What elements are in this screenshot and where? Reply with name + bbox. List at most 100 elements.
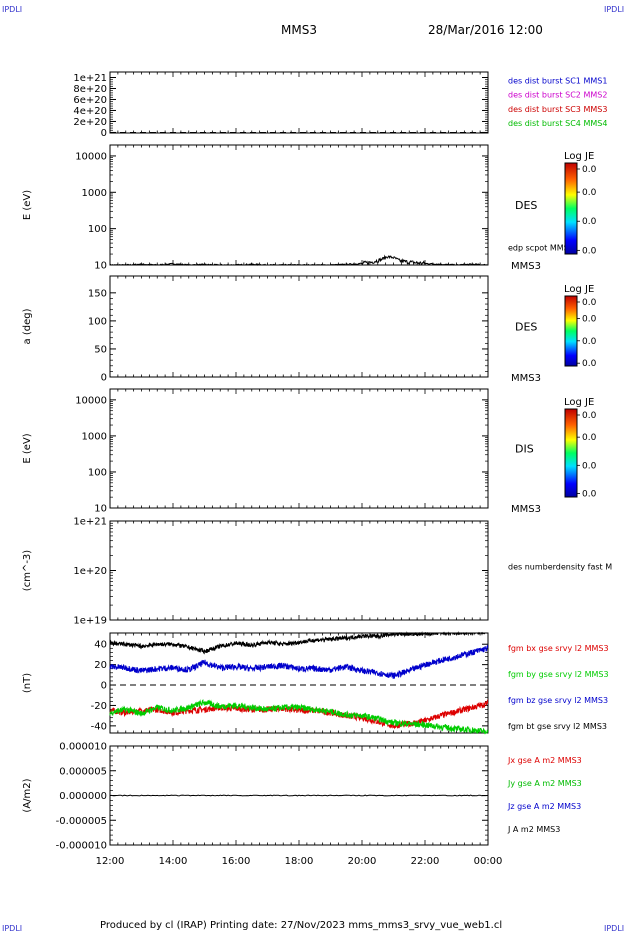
y-tick-label: 0 (101, 373, 107, 384)
species-label: DES (515, 199, 537, 212)
x-tick-label: 20:00 (348, 856, 377, 867)
legend-entry: des dist burst SC4 MMS4 (508, 119, 607, 128)
y-tick-label: 6e+20 (73, 95, 107, 106)
y-axis-label: E (eV) (22, 190, 33, 220)
colorbar-tick-label: 0.0 (582, 337, 597, 347)
colorbar-tick-label: 0.0 (582, 188, 597, 198)
x-tick-label: 16:00 (222, 856, 251, 867)
corner-mark-top-right: IPDLI (604, 5, 624, 14)
colorbar-title: Log JE (564, 151, 594, 162)
corner-mark-bottom-left: IPDLI (2, 924, 22, 933)
corner-mark-bottom-right: IPDLI (604, 924, 624, 933)
colorbar-tick-label: 0.0 (582, 314, 597, 324)
colorbar-title: Log JE (564, 397, 594, 408)
y-tick-label: 0.000010 (59, 742, 107, 753)
series-legend: fgm bt gse srvy l2 MMS3 (508, 722, 607, 731)
y-tick-label: 1e+21 (73, 517, 107, 528)
mission-label: MMS3 (511, 373, 541, 384)
y-tick-label: 100 (88, 224, 107, 235)
colorbar (564, 295, 578, 367)
y-tick-label: 1e+19 (73, 616, 107, 627)
y-tick-label: 8e+20 (73, 84, 107, 95)
series-legend: fgm bz gse srvy l2 MMS3 (508, 696, 608, 705)
panel-fgm: -40 -20 0 20 40 (nT) fgm bx gse srvy l2 MMS3 fg… (22, 631, 609, 735)
y-tick-label: 4e+20 (73, 106, 107, 117)
y-tick-label: 150 (88, 288, 107, 299)
y-tick-label: 40 (94, 640, 107, 651)
panel-current: -0.000010 -0.000005 0.000000 0.000005 0.0000… (22, 742, 582, 852)
panel-dis_energy: 10 100 1000 10000 E (eV) DIS MMS3 Log JE 0.0 0.0 0… (22, 388, 597, 515)
scpot-trace (109, 254, 488, 266)
colorbar-tick-label: 0.0 (582, 411, 597, 421)
legend-entry: des dist burst SC3 MMS3 (508, 105, 607, 114)
legend-entry: Jy gse A m2 MMS3 (507, 779, 582, 788)
y-tick-label: 1000 (82, 188, 107, 199)
series-1-line (109, 699, 489, 735)
y-tick-label: 20 (94, 660, 107, 671)
y-tick-label: 1e+20 (73, 566, 107, 577)
series-legend: fgm by gse srvy l2 MMS3 (508, 670, 609, 679)
legend-entry: Jx gse A m2 MMS3 (507, 756, 582, 765)
legend-entry: des numberdensity fast M (508, 563, 612, 572)
species-label: DIS (515, 443, 534, 456)
y-tick-label: -20 (91, 701, 107, 712)
overlay-label: edp scpot MMS3 (508, 244, 574, 253)
legend-entry: J A m2 MMS3 (507, 825, 560, 834)
colorbar-tick-label: 0.0 (582, 298, 597, 308)
mission-label: MMS3 (511, 261, 541, 272)
colorbar-tick-label: 0.0 (582, 489, 597, 499)
y-tick-label: -0.000010 (56, 841, 107, 852)
current-trace (109, 794, 487, 797)
y-tick-label: 10000 (75, 395, 107, 406)
colorbar (564, 162, 578, 255)
corner-mark-top-left: IPDLI (2, 5, 22, 14)
y-tick-label: 100 (88, 467, 107, 478)
panel-des_energy: 10 100 1000 10000 E (eV) DES MMS3 edp scpot MMS… (22, 144, 597, 272)
series-2-line (109, 644, 489, 679)
colorbar-tick-label: 0.0 (582, 165, 597, 175)
y-tick-label: 0.000000 (59, 791, 107, 802)
y-tick-label: 2e+20 (73, 117, 107, 128)
y-tick-label: 1000 (82, 431, 107, 442)
panel-des_pitch: 0 50 100 150 a (deg) DES MMS3 Log JE 0.0 0.0 0.0 0.… (22, 275, 597, 384)
legend-entry: Jz gse A m2 MMS3 (507, 802, 581, 811)
y-tick-label: 0 (101, 128, 107, 139)
legend-entry: des dist burst SC2 MMS2 (508, 91, 607, 100)
y-tick-label: 0 (101, 681, 107, 692)
colorbar-tick-label: 0.0 (582, 246, 597, 256)
x-tick-label: 18:00 (285, 856, 314, 867)
x-tick-label: 00:00 (474, 856, 503, 867)
y-tick-label: 1e+21 (73, 73, 107, 84)
y-axis-label: (A/m2) (22, 778, 33, 812)
colorbar (564, 408, 578, 498)
footer-credits: Produced by cl (IRAP) Printing date: 27/… (100, 920, 502, 931)
colorbar-tick-label: 0.0 (582, 461, 597, 471)
x-tick-label: 12:00 (96, 856, 125, 867)
datetime-title: 28/Mar/2016 12:00 (428, 23, 543, 37)
y-axis-label: (cm^-3) (22, 550, 33, 591)
y-axis-label: a (deg) (22, 308, 33, 344)
y-tick-label: 10000 (75, 151, 107, 162)
colorbar-title: Log JE (564, 284, 594, 295)
species-label: DES (515, 321, 537, 334)
colorbar-tick-label: 0.0 (582, 217, 597, 227)
spacecraft-title: MMS3 (281, 23, 317, 37)
colorbar-tick-label: 0.0 (582, 433, 597, 443)
y-tick-label: 10 (94, 504, 107, 515)
series-3-line (109, 631, 488, 655)
y-axis-label: (nT) (22, 673, 33, 693)
panel-density: 1e+19 1e+20 1e+21 (cm^-3) des numberdensity … (22, 517, 612, 627)
x-tick-label: 14:00 (159, 856, 188, 867)
colorbar-tick-label: 0.0 (582, 359, 597, 369)
y-tick-label: 0.000005 (59, 766, 107, 777)
y-tick-label: 100 (88, 316, 107, 327)
y-tick-label: -40 (91, 721, 107, 732)
y-tick-label: 10 (94, 261, 107, 272)
y-tick-label: 50 (94, 344, 107, 355)
x-tick-label: 22:00 (411, 856, 440, 867)
y-axis-label: E (eV) (22, 433, 33, 463)
